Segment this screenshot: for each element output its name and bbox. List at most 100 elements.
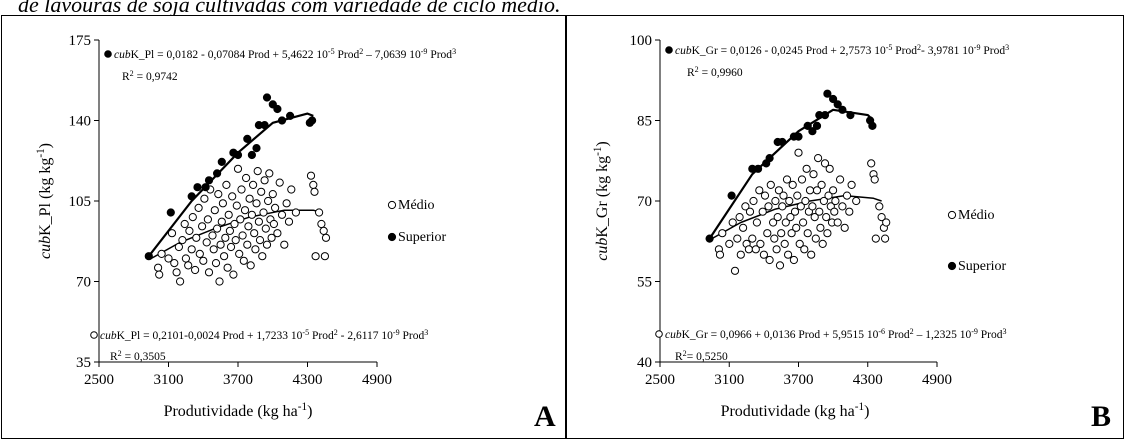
- medio-point: [164, 254, 173, 263]
- medio-point: [239, 256, 248, 265]
- legend-superior-label: Superior: [398, 230, 447, 245]
- medio-point: [819, 196, 828, 206]
- medio-point: [842, 191, 852, 200]
- medio-point: [320, 252, 329, 261]
- legend-superior-marker: [947, 261, 957, 271]
- medio-point: [176, 277, 185, 286]
- x-axis-label: Produtividade (kg ha-1): [721, 401, 870, 420]
- legend-medio-marker: [387, 200, 397, 210]
- superior-point: [308, 116, 317, 125]
- chart-a-svg: 35 70 105 140 175 2500 3100 3700 4300 4900 Produti…: [35, 33, 556, 433]
- medio-point: [223, 263, 232, 272]
- medio-point: [778, 202, 787, 211]
- medio-point: [789, 255, 798, 265]
- y-tick-label: 40: [637, 355, 652, 371]
- medio-point: [772, 245, 781, 254]
- medio-point: [170, 259, 179, 268]
- medio-eq-marker: [655, 330, 663, 338]
- medio-point: [257, 187, 266, 196]
- medio-point: [208, 231, 217, 240]
- superior-point: [820, 111, 830, 120]
- superior-fit-curve: [147, 112, 314, 257]
- medio-point: [250, 229, 259, 238]
- medio-point: [249, 180, 258, 189]
- medio-point: [265, 169, 274, 178]
- medio-point: [229, 270, 238, 279]
- medio-point: [774, 186, 783, 195]
- medio-point: [769, 218, 778, 227]
- superior-point: [823, 89, 832, 98]
- medio-point: [267, 233, 276, 242]
- medio-point: [766, 180, 775, 189]
- legend-superior-label: Superior: [958, 259, 1007, 274]
- medio-point: [260, 176, 269, 185]
- medio-point: [157, 249, 166, 258]
- medio-point: [812, 186, 822, 195]
- medio-point: [775, 261, 785, 270]
- medio-point: [739, 223, 748, 232]
- medio-point: [277, 210, 287, 219]
- medio-point: [829, 186, 838, 195]
- y-tick-label: 105: [69, 194, 92, 210]
- superior-point: [838, 105, 847, 114]
- medio-point: [715, 250, 725, 259]
- medio-point: [788, 180, 797, 189]
- medio-point: [211, 259, 221, 268]
- medio-point: [833, 218, 842, 227]
- medio-point: [801, 196, 810, 206]
- medio-point: [217, 217, 226, 226]
- superior-point: [277, 116, 287, 125]
- medio-point: [273, 229, 282, 238]
- medio-point: [764, 202, 773, 211]
- medio-point: [202, 238, 211, 247]
- medio-point: [852, 196, 861, 206]
- medio-point: [741, 202, 750, 211]
- medio-point: [807, 250, 816, 259]
- superior-point: [166, 208, 175, 217]
- medio-point: [187, 245, 196, 254]
- medio-point: [796, 202, 805, 211]
- medio-point: [881, 234, 890, 243]
- medio-point: [803, 229, 812, 238]
- superior-point: [705, 234, 714, 243]
- y-tick-label: 70: [637, 194, 652, 210]
- medio-point: [204, 268, 214, 277]
- medio-point: [831, 196, 840, 206]
- medio-point: [181, 254, 190, 263]
- medio-point: [309, 180, 318, 189]
- medio-point: [210, 206, 219, 215]
- medio-point: [777, 229, 786, 238]
- medio-point: [786, 213, 795, 222]
- medio-point: [155, 270, 164, 279]
- medio-point: [810, 213, 819, 222]
- medio-point: [215, 277, 224, 286]
- medio-point: [794, 148, 803, 157]
- medio-point: [209, 245, 218, 254]
- medio-point: [242, 173, 251, 183]
- superior-point: [868, 121, 877, 131]
- medio-point: [271, 203, 280, 212]
- x-tick-label: 3700: [784, 372, 814, 388]
- superior-point: [217, 157, 226, 166]
- y-tick-label: 100: [630, 33, 653, 49]
- medio-fit-curve: [711, 194, 882, 240]
- medio-point: [243, 240, 252, 249]
- superior-point: [201, 183, 210, 192]
- medio-point: [845, 207, 854, 216]
- medio-point: [728, 218, 737, 227]
- medio-point: [725, 239, 734, 248]
- medio-point: [225, 226, 234, 235]
- medio-point: [809, 170, 818, 179]
- medio-point: [744, 245, 753, 254]
- superior-point: [846, 111, 855, 120]
- superior-point: [260, 121, 269, 130]
- medio-point: [284, 217, 294, 226]
- medio-point: [784, 250, 793, 259]
- superior-fit-curve: [708, 108, 875, 240]
- medio-point: [255, 236, 265, 245]
- medio-point: [269, 219, 278, 229]
- medio-point: [797, 175, 807, 184]
- superior-point: [778, 137, 787, 147]
- superior-eq-marker: [665, 46, 673, 54]
- medio-point: [245, 194, 254, 203]
